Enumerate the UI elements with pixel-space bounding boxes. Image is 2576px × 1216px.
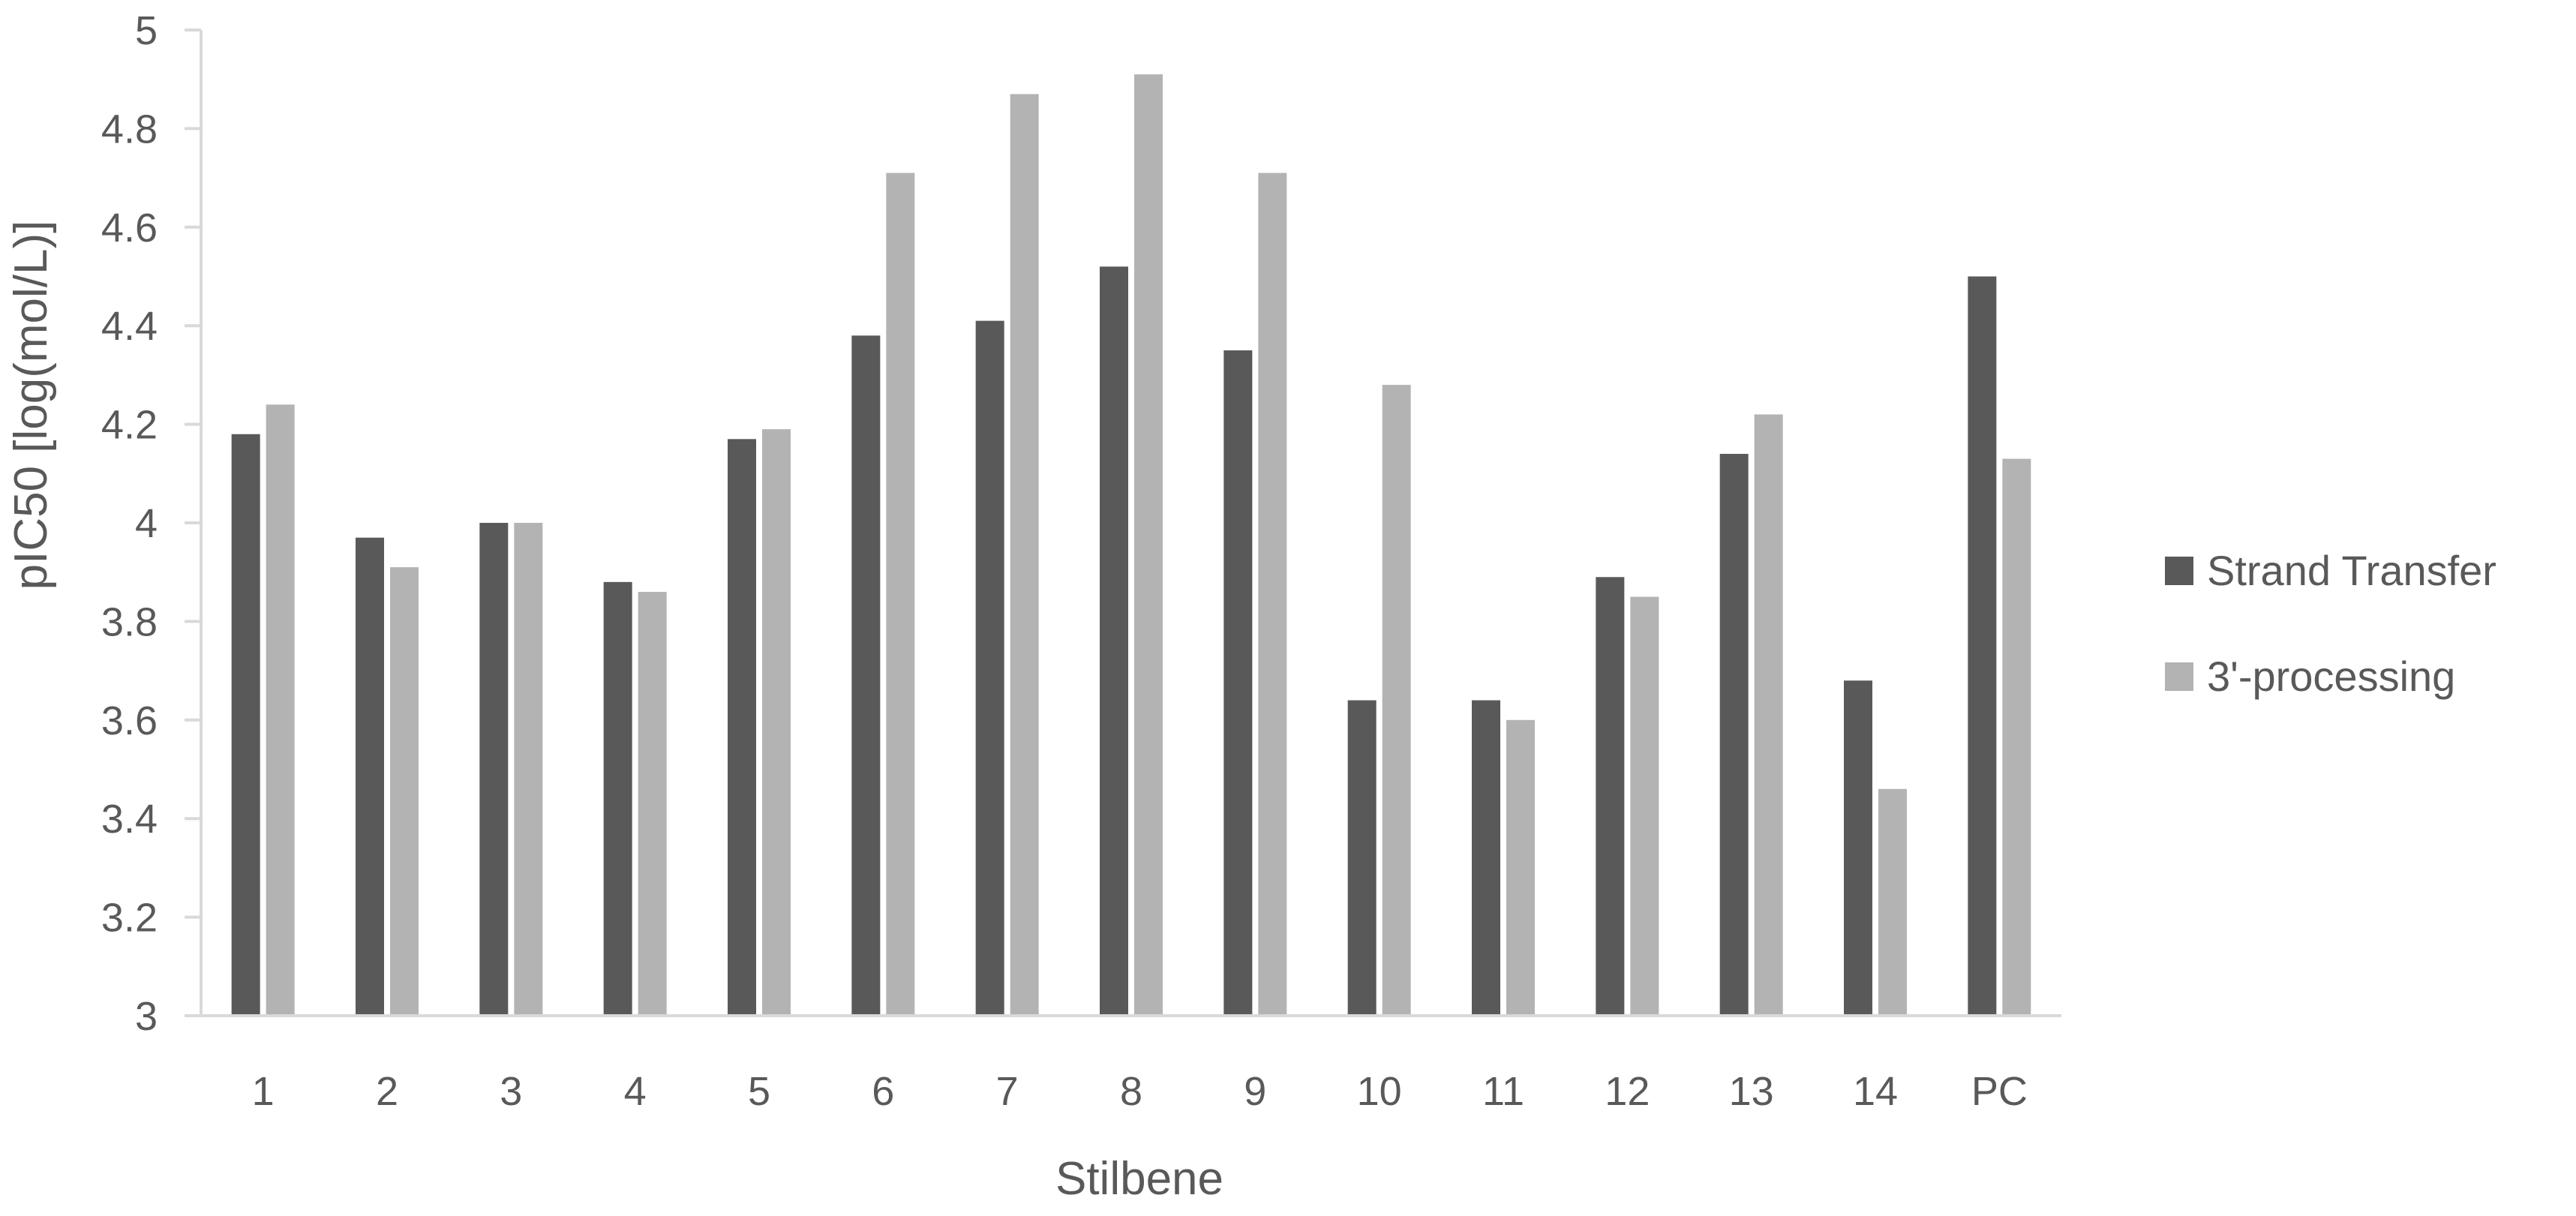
bar-3-processing-5 [762, 429, 791, 1016]
y-tick-label: 5 [135, 8, 158, 53]
legend-swatch-strand-transfer [2165, 557, 2193, 585]
bar-strand-transfer-5 [728, 439, 756, 1016]
x-tick-label: 2 [376, 1069, 398, 1114]
x-tick-label: 11 [1482, 1069, 1524, 1114]
x-tick-label: 10 [1357, 1069, 1402, 1114]
x-tick-label: 7 [996, 1069, 1019, 1114]
bar-3-processing-9 [1258, 173, 1287, 1016]
bar-strand-transfer-11 [1472, 700, 1500, 1016]
bar-strand-transfer-10 [1347, 700, 1377, 1016]
bar-strand-transfer-2 [356, 537, 384, 1016]
y-tick-label: 3.6 [101, 698, 158, 743]
bar-strand-transfer-14 [1844, 680, 1872, 1016]
x-tick-label: 9 [1244, 1069, 1266, 1114]
x-tick-label: 6 [872, 1069, 894, 1114]
bar-strand-transfer-3 [479, 523, 509, 1016]
x-tick-label: 4 [624, 1069, 647, 1114]
bar-3-processing-3 [514, 523, 543, 1016]
bar-3-processing-6 [886, 173, 915, 1016]
bars [231, 74, 2031, 1016]
bar-3-processing-10 [1382, 385, 1411, 1016]
y-tick-label: 3.2 [101, 896, 158, 941]
bar-strand-transfer-6 [851, 335, 881, 1016]
y-tick-label: 4.8 [101, 107, 158, 152]
y-tick-label: 4 [135, 501, 158, 546]
legend-label-3-processing: 3'-processing [2207, 653, 2455, 700]
x-axis: 1 2 3 4 5 6 7 8 9 10 11 12 13 14 PC [201, 1014, 2061, 1114]
bar-strand-transfer-1 [231, 434, 260, 1016]
y-tick-label: 3 [135, 994, 158, 1039]
bar-strand-transfer-9 [1223, 350, 1253, 1016]
bar-3-processing-4 [638, 591, 667, 1016]
x-tick-label: 14 [1853, 1069, 1898, 1114]
x-tick-label: 1 [252, 1069, 275, 1114]
legend: Strand Transfer 3'-processing [2165, 547, 2496, 700]
bar-3-processing-14 [1878, 788, 1907, 1016]
x-axis-title: Stilbene [1055, 1153, 1223, 1205]
y-tick-label: 3.4 [101, 797, 158, 842]
bar-strand-transfer-13 [1719, 454, 1749, 1016]
bar-3-processing-7 [1010, 94, 1039, 1016]
bar-3-processing-8 [1134, 74, 1163, 1016]
y-axis-title: pIC50 [log(mol/L)] [5, 221, 57, 590]
y-tick-label: 4.4 [101, 304, 158, 349]
x-tick-label: PC [1971, 1069, 2028, 1114]
y-axis: 3 3.2 3.4 3.6 3.8 4 4.2 4.4 4.6 4.8 5 [101, 8, 203, 1039]
x-tick-label: 8 [1120, 1069, 1142, 1114]
y-tick-label: 4.2 [101, 403, 158, 448]
y-tick-label: 3.8 [101, 599, 158, 644]
x-tick-label: 13 [1729, 1069, 1774, 1114]
bar-3-processing-2 [390, 567, 419, 1016]
x-tick-label: 5 [748, 1069, 770, 1114]
bar-3-processing-12 [1630, 596, 1659, 1016]
bar-3-processing-11 [1506, 719, 1535, 1016]
bar-strand-transfer-12 [1596, 577, 1625, 1016]
x-tick-label: 3 [500, 1069, 522, 1114]
bar-3-processing-1 [266, 404, 295, 1016]
bar-strand-transfer-8 [1100, 266, 1128, 1016]
bar-strand-transfer-pc [1968, 276, 1997, 1016]
bar-3-processing-pc [2002, 458, 2031, 1016]
bar-strand-transfer-4 [603, 581, 632, 1016]
legend-swatch-3-processing [2165, 662, 2193, 691]
legend-label-strand-transfer: Strand Transfer [2207, 547, 2496, 594]
bar-3-processing-13 [1754, 414, 1783, 1016]
x-tick-label: 12 [1605, 1069, 1650, 1114]
bar-strand-transfer-7 [975, 320, 1004, 1016]
y-tick-label: 4.6 [101, 206, 158, 251]
